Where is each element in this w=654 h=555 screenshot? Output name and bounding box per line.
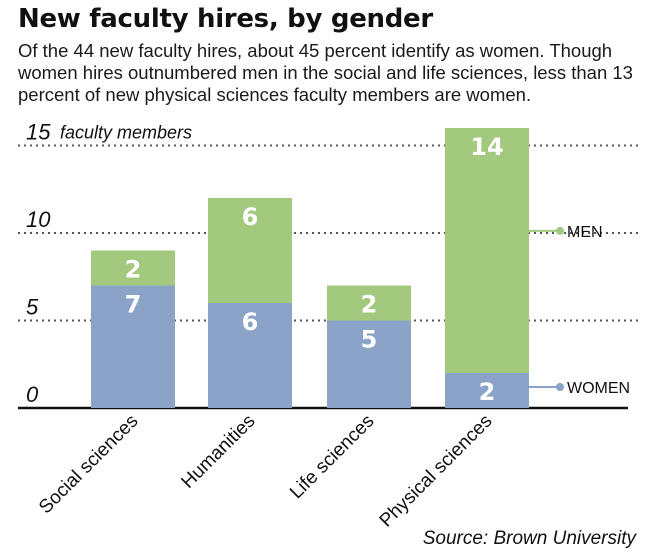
bar-women xyxy=(208,303,292,408)
legend: MEN WOMEN xyxy=(529,224,630,397)
bar-value-women: 2 xyxy=(479,378,496,406)
bars xyxy=(91,128,529,408)
x-category-label: Social sciences xyxy=(35,411,142,518)
y-tick-label: 10 xyxy=(26,207,51,232)
bar-value-women: 5 xyxy=(361,326,378,354)
bar-men xyxy=(91,250,175,286)
bar-value-women: 7 xyxy=(125,291,142,319)
bar-men xyxy=(208,198,292,303)
bar-value-men: 2 xyxy=(361,291,378,319)
legend-label: MEN xyxy=(567,224,603,241)
bar-value-men: 6 xyxy=(242,203,259,231)
y-unit-label: faculty members xyxy=(60,123,192,143)
bar-value-women: 6 xyxy=(242,308,259,336)
bar-women xyxy=(91,285,175,408)
bar-men xyxy=(445,128,529,373)
x-category-label: Physical sciences xyxy=(376,411,497,532)
bar-value-labels: 7 2 6 6 5 2 2 14 xyxy=(125,133,504,406)
y-tick-label: 5 xyxy=(26,295,39,320)
y-tick-label: 0 xyxy=(26,382,39,407)
bar-value-men: 2 xyxy=(125,256,142,284)
chart-title: New faculty hires, by gender xyxy=(18,4,433,34)
bar-men xyxy=(327,285,411,321)
x-axis-categories: Social sciences Humanities Life sciencesPh… xyxy=(35,411,496,532)
bar-women xyxy=(327,320,411,408)
x-category-label: Humanities xyxy=(177,411,259,493)
legend-marker xyxy=(556,383,564,391)
chart-subtitle: Of the 44 new faculty hires, about 45 pe… xyxy=(18,40,633,105)
bar-women xyxy=(445,373,529,408)
legend-label: WOMEN xyxy=(567,380,630,397)
y-tick-label: 15 xyxy=(26,120,51,145)
x-category-label: Life sciences xyxy=(286,411,379,504)
source-credit: Source: Brown University xyxy=(422,528,636,549)
bar-value-men: 14 xyxy=(470,133,503,161)
y-axis-ticks: 0 5 10 15 faculty members xyxy=(26,120,192,408)
legend-marker xyxy=(556,226,564,235)
